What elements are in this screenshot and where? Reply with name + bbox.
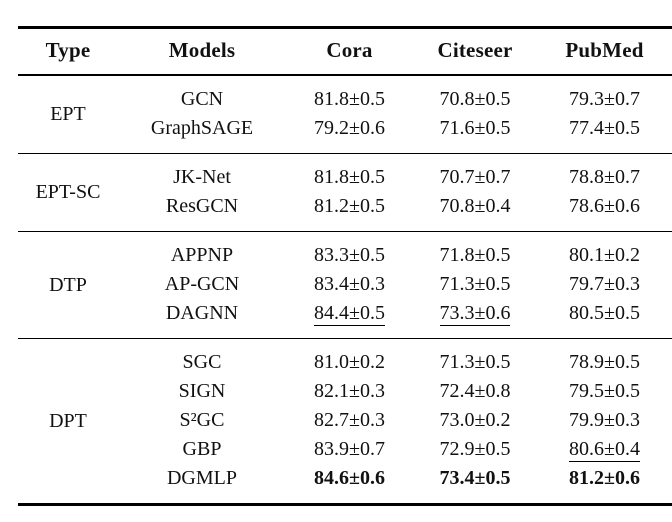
- table-header: Type Models Cora Citeseer PubMed: [18, 27, 672, 76]
- model-cell: SGC: [182, 351, 222, 373]
- score-cell: 78.9±0.5: [569, 351, 640, 373]
- column-header-type: Type: [18, 27, 118, 76]
- score-cell: 71.8±0.5: [439, 244, 511, 266]
- score-cell: 81.8±0.5: [314, 88, 385, 110]
- model-cell: DAGNN: [165, 302, 239, 324]
- table-row: DTP APPNP 83.3±0.5 71.8±0.5 80.1±0.2: [18, 232, 672, 296]
- model-cell: SIGN: [178, 380, 226, 402]
- score-cell-underlined: 80.6±0.4: [537, 435, 672, 464]
- table-row: AP-GCN 83.4±0.3 71.3±0.5 79.7±0.3: [18, 270, 672, 299]
- column-header-citeseer: Citeseer: [413, 27, 537, 76]
- score-cell: 80.5±0.5: [569, 302, 640, 324]
- score-cell: 81.2±0.5: [314, 195, 385, 217]
- results-table: Type Models Cora Citeseer PubMed EPT GCN…: [18, 26, 672, 506]
- model-cell: ResGCN: [165, 195, 239, 217]
- group-dtp: DTP APPNP 83.3±0.5 71.8±0.5 80.1±0.2 AP-…: [18, 231, 672, 339]
- score-cell-bold: 84.6±0.6: [314, 467, 385, 489]
- model-cell: GraphSAGE: [150, 117, 254, 139]
- column-header-cora: Cora: [286, 27, 413, 76]
- score-cell-underlined: 84.4±0.5: [286, 299, 413, 339]
- column-header-pubmed: PubMed: [537, 27, 672, 76]
- table-row: S²GC 82.7±0.3 73.0±0.2 79.9±0.3: [18, 406, 672, 435]
- table-row: EPT GCN 81.8±0.5 70.8±0.5 79.3±0.7: [18, 75, 672, 125]
- score-cell: 77.4±0.5: [569, 117, 640, 139]
- score-cell: 82.1±0.3: [314, 380, 385, 402]
- score-cell: 79.7±0.3: [569, 273, 640, 295]
- table-row: GraphSAGE 79.2±0.6 71.6±0.5 77.4±0.5: [18, 114, 672, 154]
- header-row: Type Models Cora Citeseer PubMed: [18, 27, 672, 76]
- table-row: GBP 83.9±0.7 72.9±0.5 80.6±0.4: [18, 435, 672, 464]
- group-dpt: DPT SGC 81.0±0.2 71.3±0.5 78.9±0.5 SIGN …: [18, 338, 672, 505]
- table-row: SIGN 82.1±0.3 72.4±0.8 79.5±0.5: [18, 377, 672, 406]
- underlined-score: 73.3±0.6: [439, 302, 511, 326]
- score-cell: 72.4±0.8: [439, 380, 511, 402]
- score-cell: 79.3±0.7: [569, 88, 640, 110]
- score-cell: 80.1±0.2: [569, 244, 640, 266]
- score-cell: 83.9±0.7: [314, 438, 385, 460]
- model-cell: S²GC: [179, 409, 225, 431]
- underlined-score: 84.4±0.5: [314, 302, 385, 326]
- score-cell-bold: 73.4±0.5: [439, 467, 511, 489]
- score-cell: 72.9±0.5: [439, 438, 511, 460]
- score-cell: 81.8±0.5: [314, 166, 385, 188]
- score-cell: 71.3±0.5: [439, 273, 511, 295]
- type-cell: DPT: [49, 409, 87, 432]
- score-cell: 70.8±0.5: [439, 88, 511, 110]
- table-row: DPT SGC 81.0±0.2 71.3±0.5 78.9±0.5: [18, 339, 672, 432]
- score-cell: 78.6±0.6: [569, 195, 640, 217]
- group-ept: EPT GCN 81.8±0.5 70.8±0.5 79.3±0.7 Graph…: [18, 75, 672, 154]
- score-cell: 79.5±0.5: [569, 380, 640, 402]
- table-row: DAGNN 84.4±0.5 73.3±0.6 80.5±0.5: [18, 299, 672, 339]
- group-ept-sc: EPT-SC JK-Net 81.8±0.5 70.7±0.7 78.8±0.7…: [18, 153, 672, 232]
- table-row: ResGCN 81.2±0.5 70.8±0.4 78.6±0.6: [18, 192, 672, 232]
- table-row: DGMLP 84.6±0.6 73.4±0.5 81.2±0.6: [18, 464, 672, 505]
- score-cell: 81.0±0.2: [314, 351, 385, 373]
- score-cell: 79.2±0.6: [314, 117, 385, 139]
- type-cell: EPT-SC: [35, 181, 101, 203]
- score-cell: 70.7±0.7: [439, 166, 511, 188]
- score-cell-bold: 81.2±0.6: [569, 467, 640, 489]
- table-row: EPT-SC JK-Net 81.8±0.5 70.7±0.7 78.8±0.7: [18, 154, 672, 203]
- score-cell: 71.3±0.5: [439, 351, 511, 373]
- column-header-models: Models: [118, 27, 286, 76]
- score-cell: 82.7±0.3: [314, 409, 385, 431]
- model-cell: APPNP: [170, 244, 234, 266]
- underlined-score: 80.6±0.4: [569, 438, 640, 462]
- score-cell: 70.8±0.4: [439, 195, 511, 217]
- model-cell: JK-Net: [173, 166, 231, 188]
- score-cell-underlined: 73.3±0.6: [413, 299, 537, 339]
- score-cell: 83.4±0.3: [314, 273, 385, 295]
- score-cell: 78.8±0.7: [569, 166, 640, 188]
- score-cell: 71.6±0.5: [439, 117, 511, 139]
- score-cell: 83.3±0.5: [314, 244, 385, 266]
- model-cell: DGMLP: [166, 467, 237, 489]
- score-cell: 79.9±0.3: [569, 409, 640, 431]
- model-cell: GBP: [182, 438, 222, 460]
- type-cell: DTP: [49, 273, 87, 296]
- model-cell: AP-GCN: [164, 273, 240, 295]
- model-cell: GCN: [180, 88, 224, 110]
- score-cell: 73.0±0.2: [439, 409, 511, 431]
- type-cell: EPT: [50, 103, 86, 125]
